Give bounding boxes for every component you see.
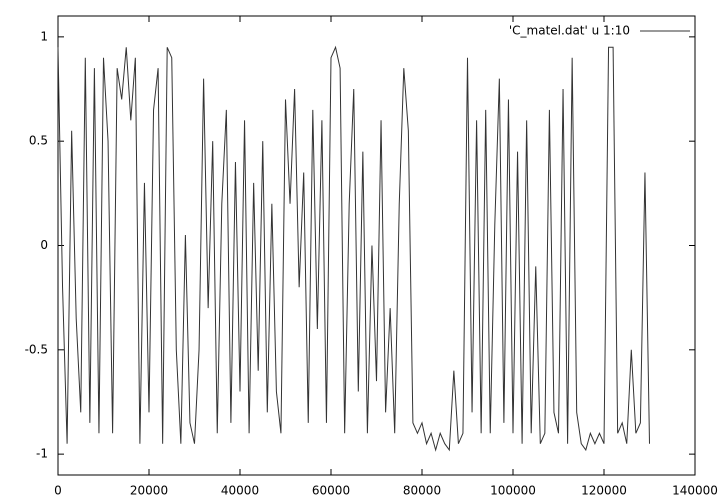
y-tick-label: -1 [36,447,48,461]
x-tick-label: 60000 [312,484,350,498]
y-tick-label: 0.5 [29,134,48,148]
data-line [57,45,650,452]
x-tick-label: 140000 [672,484,718,498]
x-tick-label: 80000 [403,484,441,498]
x-tick-label: 40000 [221,484,259,498]
x-tick-label: 120000 [581,484,627,498]
y-tick-label: -0.5 [25,342,48,356]
x-tick-label: 20000 [130,484,168,498]
plot-frame [57,15,696,476]
x-tick-label: 0 [54,484,62,498]
y-tick-label: 1 [40,29,48,43]
x-tick-label: 100000 [490,484,536,498]
legend-label: 'C_matel.dat' u 1:10 [509,24,630,38]
y-tick-label: 0 [40,238,48,252]
